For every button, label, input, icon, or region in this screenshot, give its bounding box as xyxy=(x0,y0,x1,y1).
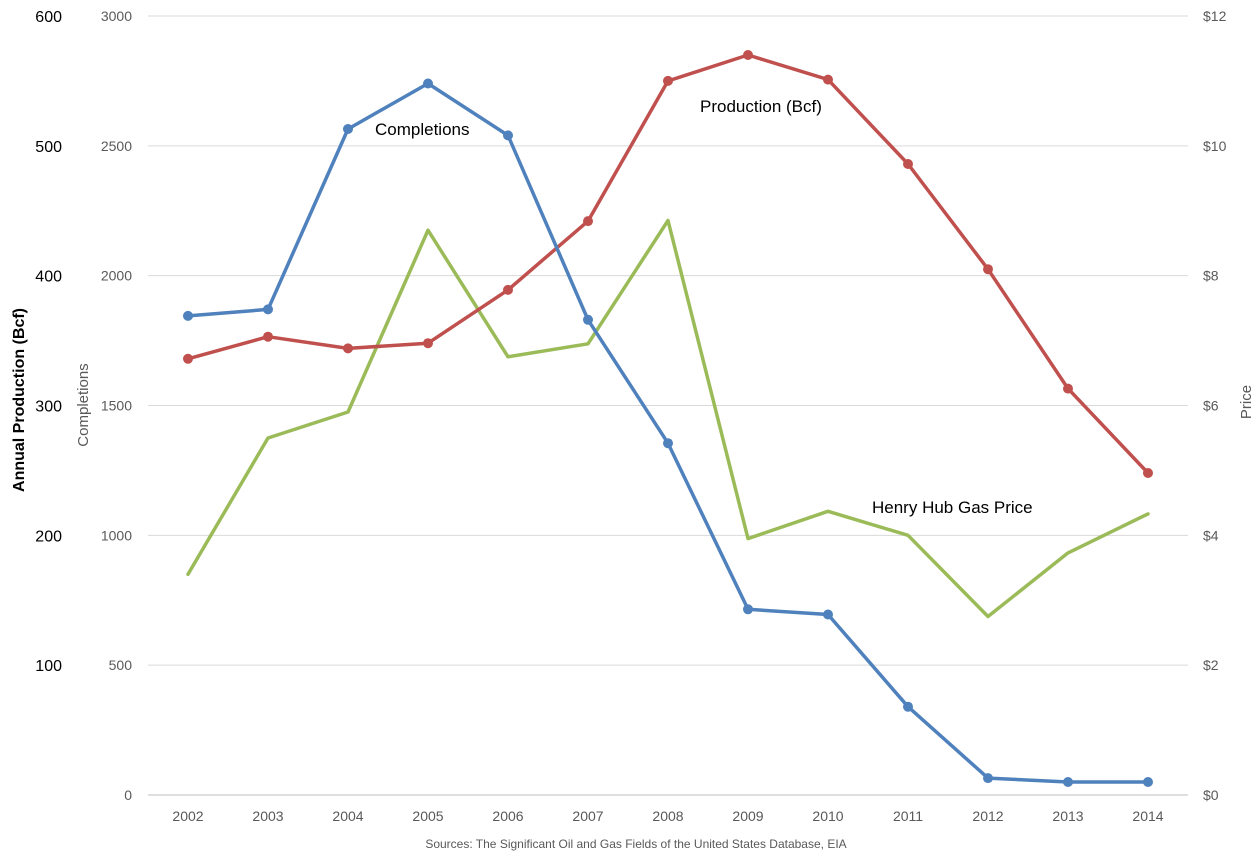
production-data-point xyxy=(423,338,433,349)
year-tick-label: 2009 xyxy=(732,808,763,824)
production-axis-title: Annual Production (Bcf) xyxy=(11,308,28,492)
completions-axis-ticks: 3000 2500 2000 1500 1000 500 0 xyxy=(101,8,132,803)
price-tick-label: $8 xyxy=(1203,268,1219,284)
completions-series-label: Completions xyxy=(375,120,470,139)
production-tick-label: 500 xyxy=(35,139,62,156)
production-series-line xyxy=(186,53,1150,475)
production-data-point xyxy=(583,216,593,227)
completions-tick-label: 0 xyxy=(124,787,132,803)
production-data-point xyxy=(983,264,993,275)
year-tick-label: 2004 xyxy=(332,808,363,824)
completions-tick-label: 2000 xyxy=(101,268,132,284)
year-tick-label: 2010 xyxy=(812,808,843,824)
production-data-point xyxy=(903,159,913,169)
production-data-point xyxy=(1143,468,1153,478)
completions-data-point xyxy=(583,314,593,325)
production-data-point xyxy=(823,74,833,85)
price-tick-label: $4 xyxy=(1203,527,1219,543)
completions-axis-title: Completions xyxy=(75,363,92,446)
production-tick-label: 300 xyxy=(35,399,62,416)
year-tick-label: 2008 xyxy=(652,808,683,824)
year-tick-label: 2014 xyxy=(1132,808,1163,824)
year-tick-label: 2011 xyxy=(893,808,923,824)
price-tick-label: $0 xyxy=(1203,787,1219,803)
completions-data-point xyxy=(983,773,993,784)
price-axis-title: Price xyxy=(1238,385,1255,419)
completions-tick-label: 500 xyxy=(109,657,133,673)
production-series-label: Production (Bcf) xyxy=(700,97,822,116)
production-data-point xyxy=(263,331,273,342)
year-tick-label: 2006 xyxy=(492,808,523,824)
completions-data-point xyxy=(663,438,673,449)
price-tick-label: $2 xyxy=(1203,657,1219,673)
price-tick-label: $12 xyxy=(1203,8,1227,24)
production-axis-ticks: 600 500 400 300 200 100 xyxy=(35,9,62,675)
completions-data-point xyxy=(903,701,913,712)
completions-data-point xyxy=(503,130,513,141)
completions-data-point xyxy=(343,124,353,134)
completions-data-point xyxy=(183,310,193,321)
production-data-point xyxy=(663,75,673,86)
price-axis-ticks: $12 $10 $8 $6 $4 $2 $0 xyxy=(1203,8,1227,803)
production-data-point xyxy=(503,284,513,295)
completions-series-line xyxy=(186,81,1150,784)
completions-tick-label: 1000 xyxy=(101,527,132,543)
production-tick-label: 100 xyxy=(35,658,62,675)
production-data-point xyxy=(743,50,753,60)
year-tick-label: 2012 xyxy=(972,808,1003,824)
production-data-point xyxy=(1063,383,1073,394)
completions-data-point xyxy=(1143,777,1153,787)
year-tick-label: 2002 xyxy=(172,808,203,824)
completions-tick-label: 3000 xyxy=(101,8,132,24)
price-tick-label: $10 xyxy=(1203,138,1227,154)
year-tick-label: 2013 xyxy=(1052,808,1083,824)
price-series-label: Henry Hub Gas Price xyxy=(872,498,1033,517)
production-data-point xyxy=(183,353,193,364)
completions-data-point xyxy=(423,78,433,89)
source-note: Sources: The Significant Oil and Gas Fie… xyxy=(425,837,846,851)
production-tick-label: 400 xyxy=(35,269,62,286)
completions-data-point xyxy=(743,604,753,615)
production-data-point xyxy=(343,343,353,354)
year-tick-label: 2007 xyxy=(572,808,603,824)
production-tick-label: 600 xyxy=(35,9,62,26)
series-layer xyxy=(183,50,1153,787)
completions-data-point xyxy=(263,304,273,315)
price-series-line xyxy=(186,218,1150,619)
production-tick-label: 200 xyxy=(35,528,62,545)
year-tick-label: 2003 xyxy=(252,808,283,824)
price-tick-label: $6 xyxy=(1203,398,1219,414)
completions-data-point xyxy=(1063,777,1073,787)
year-axis-ticks: 2002 2003 2004 2005 2006 2007 2008 2009 2010 2011… xyxy=(172,808,1163,824)
completions-tick-label: 2500 xyxy=(101,138,132,154)
gridlines xyxy=(148,15,1188,796)
completions-tick-label: 1500 xyxy=(101,398,132,414)
year-tick-label: 2005 xyxy=(412,808,443,824)
completions-data-point xyxy=(823,609,833,620)
